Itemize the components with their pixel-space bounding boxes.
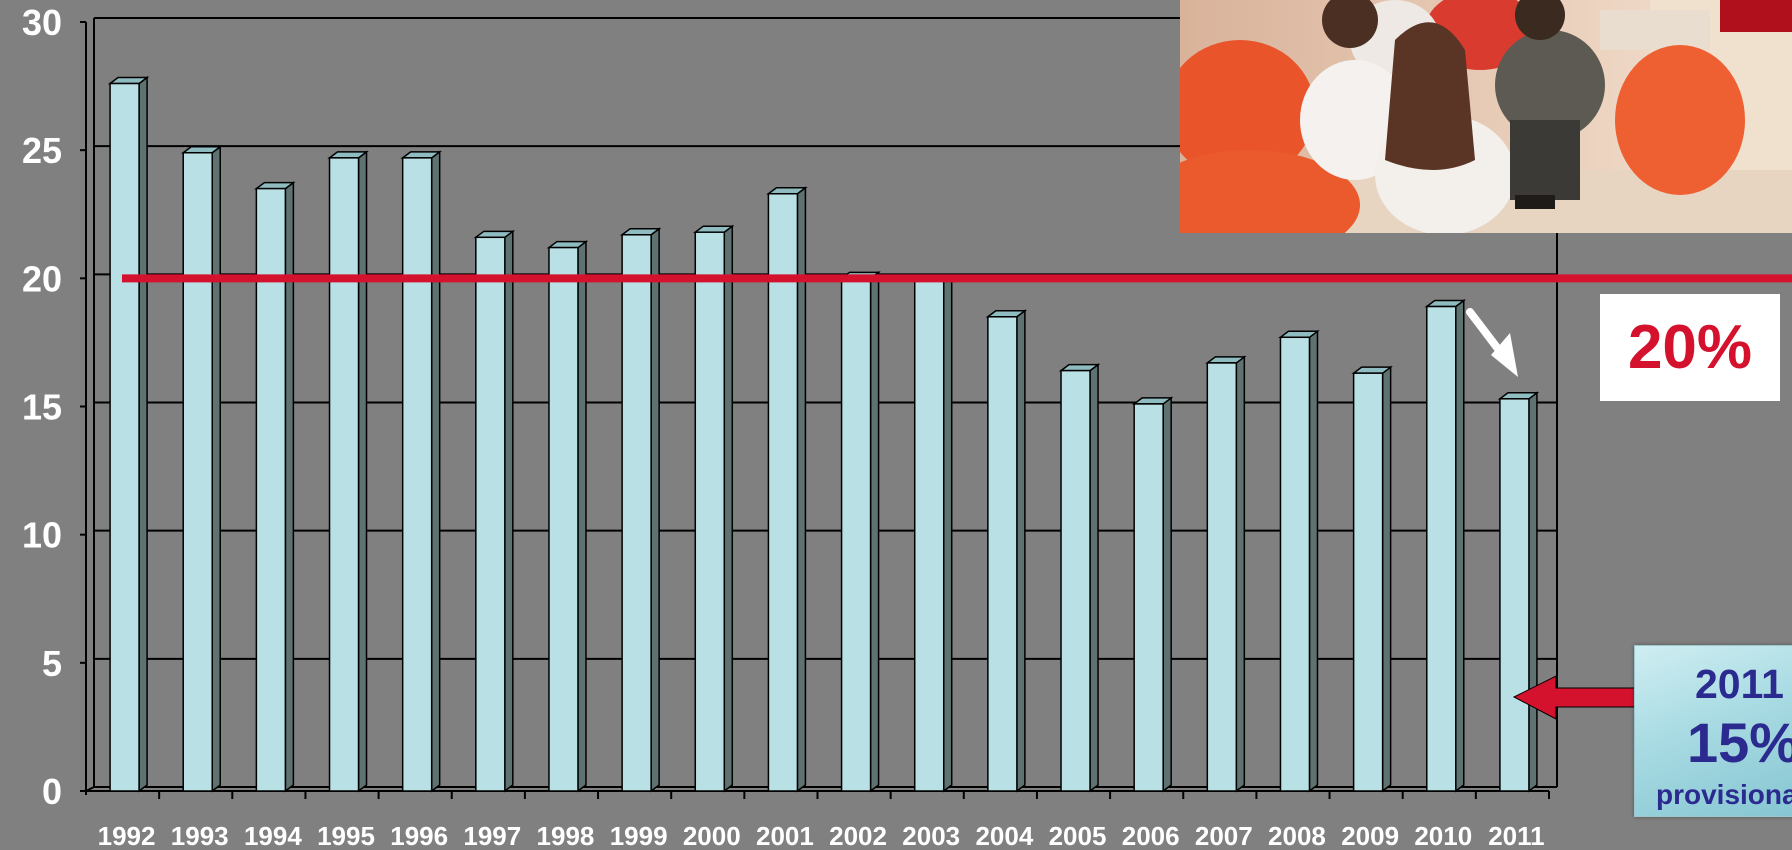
- group-discussion-photo: [1180, 0, 1792, 233]
- bar-side: [942, 273, 953, 793]
- callout-note: provisional: [1656, 779, 1792, 810]
- x-tick-label: 1999: [610, 821, 668, 850]
- y-tick-label: 25: [22, 130, 62, 171]
- bar-side: [1016, 309, 1026, 793]
- floor-edge: [85, 786, 95, 792]
- bar: [182, 151, 213, 792]
- bar-top: [1131, 397, 1174, 405]
- bar: [840, 277, 872, 792]
- x-tick-label: 2006: [1122, 821, 1180, 850]
- bar: [1279, 336, 1311, 792]
- bar: [548, 246, 579, 792]
- bar: [767, 192, 799, 792]
- y-tick-label: 5: [42, 643, 62, 684]
- bar-side: [577, 240, 587, 793]
- y-tick-label: 15: [22, 387, 62, 428]
- bar-side: [357, 150, 368, 793]
- x-tick-label: 2009: [1341, 821, 1399, 850]
- threshold-label-box: 20%: [1600, 294, 1780, 401]
- x-tick-label: 2003: [902, 821, 960, 850]
- bar-side: [1162, 396, 1172, 793]
- x-tick-label: 2004: [975, 821, 1033, 850]
- tick-labels: 0 5 10 15 20 25 30 1992 1993 1994 1995 1996 1997 1998…: [22, 2, 1545, 850]
- down-arrow-icon: [1466, 308, 1518, 377]
- x-tick-label: 2000: [683, 821, 741, 850]
- bar: [913, 280, 945, 792]
- x-tick-label: 1992: [98, 821, 156, 850]
- y-tick-label: 10: [22, 515, 62, 556]
- bar-top: [1424, 299, 1467, 308]
- bar: [1206, 362, 1238, 792]
- bar-top: [1278, 330, 1320, 339]
- bar: [1352, 372, 1384, 792]
- threshold-label: 20%: [1627, 313, 1753, 382]
- x-tick-label: 2010: [1414, 821, 1472, 850]
- bar-side: [504, 229, 514, 793]
- bar: [401, 157, 433, 792]
- overlays: [122, 274, 1792, 720]
- bar-side: [138, 76, 148, 793]
- callout-2011-box: 2011 15% provisional: [1634, 645, 1792, 817]
- bar: [1060, 369, 1091, 792]
- y-tick-label: 20: [22, 258, 62, 299]
- bar: [987, 316, 1018, 792]
- arrow-head: [1491, 333, 1518, 377]
- bars: [107, 76, 1540, 793]
- bar-side: [869, 270, 880, 793]
- x-tick-label: 2008: [1268, 821, 1326, 850]
- bar: [621, 234, 652, 792]
- bar-side: [650, 227, 660, 793]
- y-tick-label: 0: [42, 771, 62, 812]
- bar-side: [211, 145, 221, 793]
- bar: [1499, 398, 1530, 792]
- bar-side: [284, 181, 295, 793]
- bar-top: [1351, 366, 1393, 374]
- bar: [1133, 403, 1164, 792]
- x-tick-label: 2011: [1488, 821, 1544, 850]
- bar-top: [107, 76, 150, 85]
- y-tick-label: 30: [22, 2, 62, 43]
- bar: [475, 236, 506, 792]
- x-tick-label: 1997: [463, 821, 521, 850]
- bar-side: [1308, 329, 1319, 793]
- bar: [694, 231, 726, 792]
- bar-side: [1455, 299, 1465, 793]
- x-tick-label: 2001: [756, 821, 814, 850]
- bar-top: [1205, 356, 1247, 364]
- bar-side: [430, 150, 441, 793]
- bar-side: [723, 224, 734, 793]
- bar: [1426, 305, 1457, 792]
- x-tick-label: 1995: [317, 821, 375, 850]
- bar: [255, 187, 287, 792]
- bar-top: [1497, 392, 1540, 400]
- bar: [109, 82, 140, 792]
- bar: [328, 157, 360, 792]
- bar-side: [1528, 391, 1538, 793]
- callout-percent: 15%: [1687, 711, 1792, 774]
- x-tick-label: 2002: [829, 821, 887, 850]
- x-tick-label: 1993: [171, 821, 229, 850]
- x-tick-label: 1998: [537, 821, 595, 850]
- x-tick-label: 1994: [244, 821, 302, 850]
- x-tick-label: 2005: [1049, 821, 1107, 850]
- bar-side: [1089, 363, 1099, 793]
- x-tick-label: 1996: [390, 821, 448, 850]
- bar-side: [1381, 365, 1392, 793]
- bar-top: [1058, 363, 1101, 372]
- x-tick-label: 2007: [1195, 821, 1253, 850]
- callout-year: 2011: [1695, 661, 1784, 707]
- bar-side: [1235, 355, 1246, 793]
